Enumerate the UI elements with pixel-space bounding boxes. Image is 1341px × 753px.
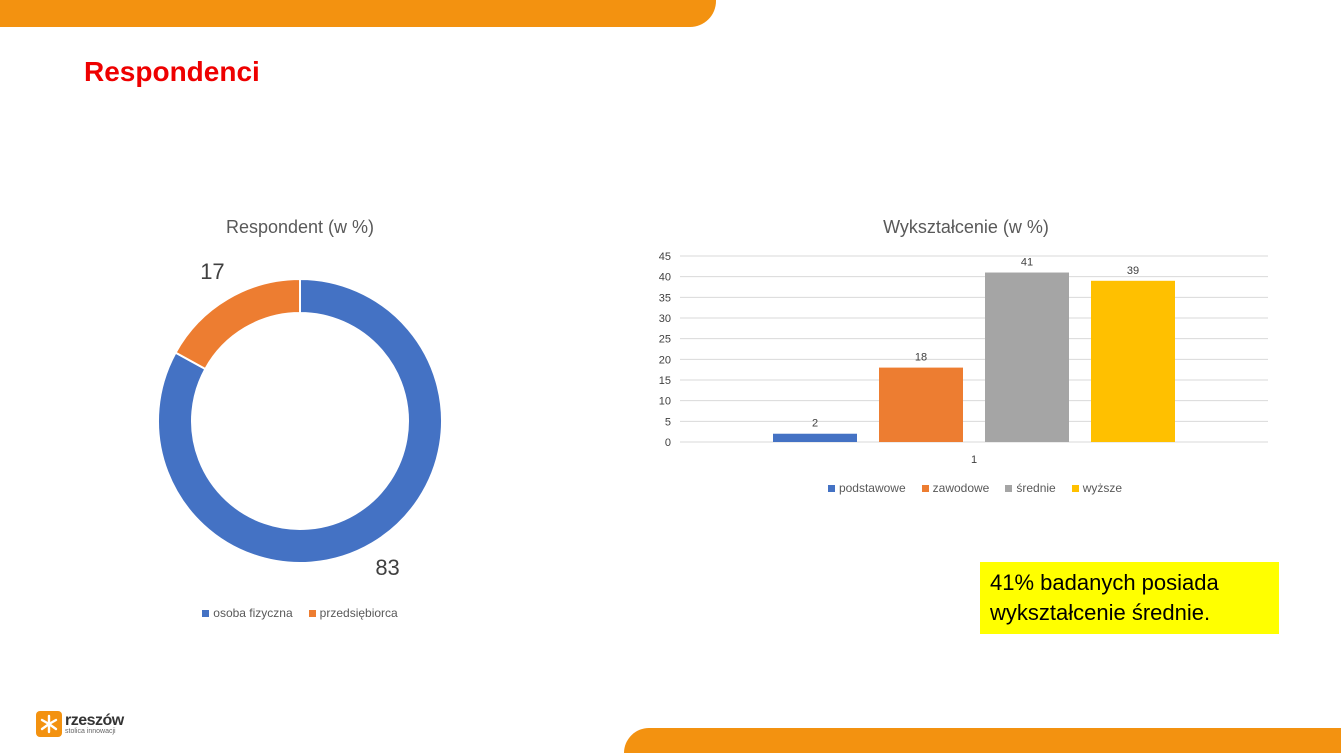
donut-slice bbox=[157, 277, 443, 564]
y-tick-label: 40 bbox=[659, 272, 671, 284]
legend-label: średnie bbox=[1016, 481, 1056, 495]
bar-data-label: 2 bbox=[812, 418, 818, 430]
logo-tagline: stolica innowacji bbox=[65, 727, 116, 735]
bar-data-label: 41 bbox=[1021, 257, 1033, 269]
legend-label: wyższe bbox=[1082, 481, 1123, 495]
donut-chart-legend: osoba fizyczna przedsiębiorca bbox=[150, 606, 450, 620]
y-tick-label: 25 bbox=[659, 334, 671, 346]
callout-line-2: wykształcenie średnie. bbox=[990, 600, 1211, 625]
legend-label: zawodowe bbox=[932, 481, 990, 495]
summary-callout: 41% badanych posiada wykształcenie średn… bbox=[980, 562, 1279, 634]
bar-data-label: 39 bbox=[1127, 265, 1139, 277]
y-tick-label: 20 bbox=[659, 354, 671, 366]
slide-title: Respondenci bbox=[84, 56, 260, 87]
donut-slice bbox=[174, 277, 301, 371]
legend-item: zawodowe bbox=[921, 481, 990, 495]
y-tick-label: 15 bbox=[659, 375, 671, 387]
logo-name: rzeszów bbox=[65, 711, 124, 729]
y-tick-label: 30 bbox=[659, 313, 671, 325]
legend-item: średnie bbox=[1005, 481, 1056, 495]
legend-swatch bbox=[308, 609, 316, 617]
logo-mark-icon bbox=[36, 711, 62, 737]
callout-line-1: 41% badanych posiada bbox=[990, 570, 1219, 595]
donut-chart-title: Respondent (w %) bbox=[225, 217, 375, 237]
donut-data-label: 17 bbox=[200, 259, 224, 284]
y-tick-label: 35 bbox=[659, 292, 671, 304]
y-tick-label: 10 bbox=[659, 396, 671, 408]
y-tick-label: 0 bbox=[665, 437, 671, 449]
bar bbox=[773, 433, 857, 442]
bar bbox=[879, 367, 963, 442]
legend-item: podstawowe bbox=[827, 481, 906, 495]
donut-chart: 83 17 bbox=[157, 259, 443, 580]
legend-label: przedsiębiorca bbox=[319, 606, 398, 620]
top-accent-band bbox=[0, 0, 716, 27]
legend-item: osoba fizyczna bbox=[202, 606, 293, 620]
legend-item: wyższe bbox=[1071, 481, 1123, 495]
bar-data-label: 18 bbox=[915, 352, 927, 364]
legend-swatch bbox=[921, 484, 929, 492]
legend-swatch bbox=[1005, 484, 1013, 492]
legend-swatch bbox=[202, 609, 210, 617]
x-tick-label: 1 bbox=[971, 454, 977, 466]
y-tick-label: 5 bbox=[665, 416, 671, 428]
legend-label: osoba fizyczna bbox=[213, 606, 293, 620]
legend-label: podstawowe bbox=[838, 481, 906, 495]
logo-star-icon bbox=[40, 714, 58, 734]
bar-chart: 0 5 10 15 20 25 30 35 40 45 2 18 41 39 1 bbox=[659, 251, 1268, 466]
legend-swatch bbox=[1071, 484, 1079, 492]
donut-data-label: 83 bbox=[375, 555, 399, 580]
rzeszow-logo: rzeszów stolica innowacji bbox=[36, 711, 124, 737]
bar-chart-legend: podstawowe zawodowe średnie wyższe bbox=[680, 481, 1270, 495]
legend-item: przedsiębiorca bbox=[308, 606, 398, 620]
bottom-accent-band bbox=[624, 728, 1341, 753]
legend-swatch bbox=[827, 484, 835, 492]
bar-chart-title: Wykształcenie (w %) bbox=[883, 217, 1049, 237]
bar bbox=[985, 272, 1069, 442]
y-tick-label: 45 bbox=[659, 251, 671, 263]
bar bbox=[1091, 280, 1175, 442]
